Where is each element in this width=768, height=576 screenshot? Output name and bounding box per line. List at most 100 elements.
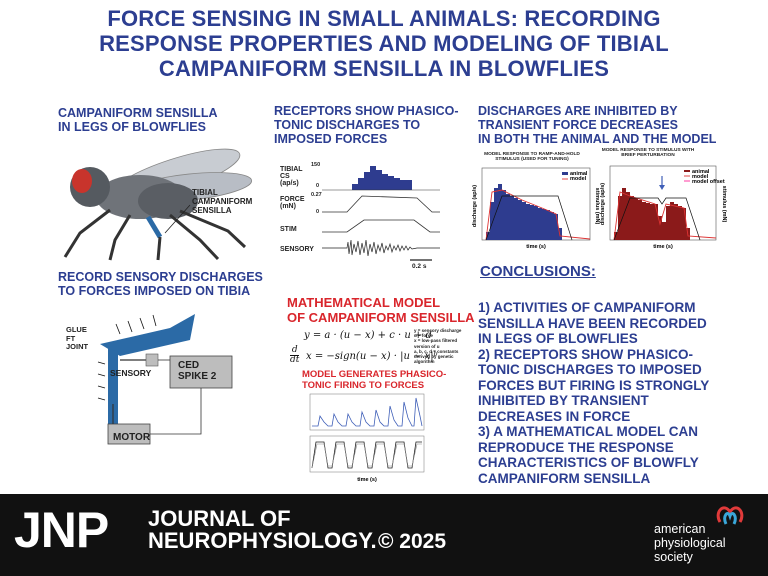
deriv-denominator: dt bbox=[290, 355, 300, 365]
aps-line: american bbox=[654, 522, 706, 536]
panel4-heading: RECORD SENSORY DISCHARGES TO FORCES IMPO… bbox=[58, 270, 263, 298]
panel1-heading: CAMPANIFORM SENSILLA IN LEGS OF BLOWFLIE… bbox=[58, 106, 218, 134]
aps-logo-icon bbox=[716, 506, 744, 525]
label-line: CED bbox=[178, 360, 200, 371]
legend-line: y = sensory discharge bbox=[414, 328, 462, 333]
conclusion-line: DECREASES IN FORCE bbox=[478, 408, 631, 424]
leg-segment bbox=[100, 314, 195, 356]
scalebar-label: 0.2 s bbox=[412, 263, 427, 270]
label-line: (ap/s) bbox=[280, 180, 299, 187]
conclusion-line: 3) A MATHEMATICAL MODEL CAN bbox=[478, 424, 698, 439]
journal-name: JOURNAL OF NEUROPHYSIOLOGY. bbox=[148, 508, 377, 552]
conclusion-line: CHARACTERISTICS OF BLOWFLY bbox=[478, 455, 699, 470]
label-line: SENSILLA bbox=[192, 206, 232, 215]
heading-line: MATHEMATICAL MODEL bbox=[287, 295, 441, 310]
heading-line: IN LEGS OF BLOWFLIES bbox=[58, 120, 206, 134]
tick-label: 0 bbox=[316, 209, 320, 215]
heading-line: TONIC FIRING TO FORCES bbox=[302, 380, 425, 391]
legend-line: version of u bbox=[414, 343, 440, 349]
heading-line: IMPOSED FORCES bbox=[274, 132, 388, 146]
legend-line: derived by genetic bbox=[414, 354, 454, 360]
deriv-numerator: d bbox=[291, 345, 298, 355]
legend-line: u = force bbox=[414, 333, 433, 339]
panel2-heading: RECEPTORS SHOW PHASICO- TONIC DISCHARGES… bbox=[274, 104, 459, 146]
cs-histogram bbox=[352, 166, 412, 190]
derivative-symbol: d dt bbox=[290, 345, 300, 365]
label-line: SPIKE 2 bbox=[178, 371, 217, 382]
chart-perturbation: discharge (ap/s) stimulus (mN) time (s) … bbox=[600, 165, 727, 250]
heading-line: TONIC DISCHARGES TO bbox=[274, 118, 421, 132]
blowfly-illustration bbox=[63, 148, 253, 261]
stimulus-line-b bbox=[613, 197, 701, 241]
tick-label: 0.27 bbox=[311, 192, 322, 198]
ced-label: CED SPIKE 2 bbox=[178, 360, 216, 382]
conclusion-line: IN LEGS OF BLOWFLIES bbox=[478, 331, 638, 346]
conclusion-line: 1) ACTIVITIES OF CAMPANIFORM bbox=[478, 300, 696, 315]
heading-line: IN BOTH THE ANIMAL AND THE MODEL bbox=[478, 132, 717, 146]
legend-line: a, b, c, d = constants bbox=[414, 348, 459, 354]
x-label: time (s) bbox=[357, 477, 377, 483]
conclusion-line: SENSILLA HAVE BEEN RECORDED bbox=[478, 315, 707, 331]
model-firing-trace bbox=[312, 397, 423, 427]
panel5-heading: MATHEMATICAL MODEL OF CAMPANIFORM SENSIL… bbox=[287, 295, 475, 325]
label-line: (mN) bbox=[280, 203, 296, 210]
setup-diagram bbox=[97, 314, 233, 445]
conclusion-line: 2) RECEPTORS SHOW PHASICO- bbox=[478, 346, 694, 362]
legend-line: algorithm bbox=[414, 359, 435, 365]
y-label: discharge (ap/s) bbox=[600, 183, 606, 225]
model-equation-2: x = −sign(u − x) · |u − x|ᵇ bbox=[306, 351, 438, 362]
tibial-cs-label: TIBIAL CAMPANIFORM SENSILLA bbox=[192, 188, 252, 215]
legend-animal: animal bbox=[692, 169, 710, 175]
trace-sensory-label: SENSORY bbox=[280, 246, 314, 253]
legend-animal: animal bbox=[570, 171, 588, 177]
heading-line: TRANSIENT FORCE DECREASES bbox=[478, 118, 679, 132]
trace-stim-label: STIM bbox=[280, 226, 297, 233]
journal-name-line: JOURNAL OF bbox=[148, 506, 291, 531]
heading-line: RECORD SENSORY DISCHARGES bbox=[58, 270, 263, 284]
label-line: FT bbox=[66, 333, 76, 343]
aps-line: physiological bbox=[654, 536, 726, 550]
label-line: JOINT bbox=[66, 342, 89, 351]
title-line: MODEL RESPONSE TO RAMP-AND-HOLD bbox=[484, 152, 580, 157]
legend-line: x = low-pass filtered bbox=[414, 338, 458, 344]
ced-box bbox=[169, 355, 233, 389]
label-line: GLUE bbox=[66, 325, 87, 334]
glue-label: GLUE FT JOINT bbox=[66, 325, 89, 352]
title-line: BRIEF PERTURBATION bbox=[621, 153, 675, 158]
y-label-right: stimulus (mN) bbox=[721, 186, 727, 223]
conclusion-line: INHIBITED BY TRANSIENT bbox=[478, 393, 649, 408]
model-equation-1: y = a · (u − x) + c · u + d bbox=[304, 330, 432, 341]
model-firing-chart: time (s) bbox=[309, 393, 425, 483]
panel3-heading: DISCHARGES ARE INHIBITED BY TRANSIENT FO… bbox=[478, 104, 716, 146]
sensory-trace bbox=[322, 239, 440, 257]
animal-histogram-b bbox=[614, 188, 690, 240]
heading-line: OF CAMPANIFORM SENSILLA bbox=[287, 310, 475, 325]
tick-label: 150 bbox=[311, 162, 321, 168]
aps-line: society bbox=[654, 550, 693, 564]
conclusion-line: CAMPANIFORM SENSILLA bbox=[478, 470, 651, 486]
animal-histogram-a bbox=[486, 184, 562, 240]
conclusion-line: FORCES BUT FIRING IS STRONGLY bbox=[478, 377, 710, 393]
heading-line: RECEPTORS SHOW PHASICO- bbox=[274, 104, 459, 118]
model-subheading: MODEL GENERATES PHASICO- TONIC FIRING TO… bbox=[302, 369, 446, 391]
conclusions-body: 1) ACTIVITIES OF CAMPANIFORM SENSILLA HA… bbox=[478, 300, 709, 486]
heading-line: TO FORCES IMPOSED ON TIBIA bbox=[58, 284, 251, 298]
model-line-a bbox=[485, 189, 591, 241]
journal-name-line: NEUROPHYSIOLOGY. bbox=[148, 528, 377, 553]
title-line: CAMPANIFORM SENSILLA IN BLOWFLIES bbox=[158, 56, 610, 81]
conclusions-title: CONCLUSIONS: bbox=[480, 263, 596, 280]
copyright: © 2025 bbox=[378, 530, 447, 553]
force-trace bbox=[322, 195, 440, 213]
conclusion-line: TONIC DISCHARGES TO IMPOSED bbox=[478, 362, 702, 377]
y-label-right: stimulus (mN) bbox=[594, 188, 600, 225]
heading-line: CAMPANIFORM SENSILLA bbox=[58, 106, 218, 120]
chart-ramp-hold: discharge (ap/s) stimulus (mN) time (s) … bbox=[472, 167, 600, 250]
title-line: MODEL RESPONSE TO STIMULUS WITH bbox=[601, 148, 695, 153]
trace-force-label: FORCE (mN) bbox=[280, 196, 305, 210]
label-line: CAMPANIFORM bbox=[192, 197, 253, 206]
chart-a-title: MODEL RESPONSE TO RAMP-AND-HOLD STIMULUS… bbox=[482, 152, 582, 162]
motor-label: MOTOR bbox=[113, 432, 151, 443]
model-line-b bbox=[613, 191, 717, 241]
conclusion-line: REPRODUCE THE RESPONSE bbox=[478, 439, 674, 455]
trace-cs-label: TIBIAL CS (ap/s) bbox=[280, 166, 303, 187]
